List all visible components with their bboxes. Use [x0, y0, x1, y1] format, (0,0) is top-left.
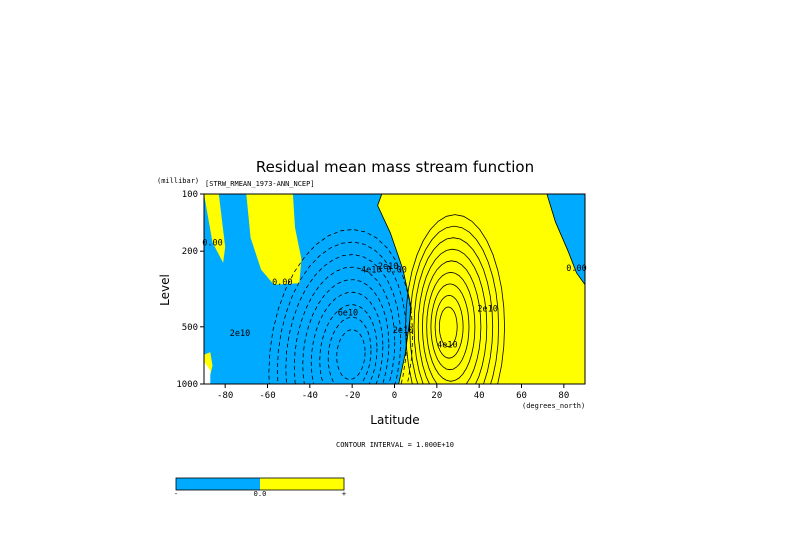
positive-contour-line	[426, 271, 476, 382]
negative-contour-line	[336, 329, 366, 380]
y-tick-label: 500	[182, 323, 198, 333]
contour-label: 2e10	[230, 329, 250, 339]
chart-subtitle: [STRW_RMEAN_1973-ANN_NCEP]	[205, 180, 315, 188]
negative-contour-line	[268, 229, 414, 384]
positive-contour-line	[421, 260, 482, 384]
missing-data-region	[204, 361, 211, 384]
colorbar-segment	[260, 478, 344, 490]
positive-contour-line	[413, 237, 494, 384]
contour-interval: CONTOUR INTERVAL = 1.000E+10	[336, 441, 454, 449]
x-tick-label: 40	[474, 391, 485, 401]
x-tick-label: -60	[259, 391, 275, 401]
chart-title: Residual mean mass stream function	[256, 158, 534, 176]
y-units: (millibar)	[157, 177, 199, 185]
negative-contour-line	[327, 316, 372, 384]
x-axis-label: Latitude	[370, 413, 419, 427]
positive-contour-line	[405, 214, 506, 384]
positive-contour-line	[417, 248, 488, 384]
positive-contour-line	[438, 306, 458, 348]
y-tick-label: 1000	[176, 380, 198, 390]
colorbar-tick-label: -	[174, 490, 178, 498]
x-tick-label: -80	[217, 391, 233, 401]
positive-region	[377, 194, 585, 384]
x-units: (degrees_north)	[522, 402, 585, 410]
colorbar-tick-label: 0.0	[254, 490, 267, 498]
contour-label: 6e10	[338, 308, 358, 318]
colorbar-segment	[176, 478, 260, 490]
contour-label: 0.00	[202, 239, 222, 249]
contour-label: 0.00	[386, 266, 406, 276]
positive-contour-line	[430, 283, 470, 371]
contour-label: 2e10	[378, 262, 398, 272]
contour-label: 2e10	[477, 304, 497, 314]
zero-contour-line	[377, 194, 585, 384]
x-tick-label: 60	[516, 391, 527, 401]
negative-contour-line	[302, 279, 390, 384]
contour-label: 4e10	[361, 266, 381, 276]
y-axis-label: Level	[158, 274, 172, 306]
x-tick-label: 0	[392, 391, 397, 401]
positive-contour-line	[409, 225, 500, 384]
x-tick-label: 20	[431, 391, 442, 401]
contour-label: 4e10	[437, 341, 457, 351]
x-tick-label: -40	[302, 391, 318, 401]
negative-contour-line	[310, 291, 384, 384]
negative-contour-line	[276, 241, 408, 384]
colorbar-frame	[175, 477, 345, 491]
contour-label: 0.00	[566, 264, 586, 274]
colorbar: - 0.0 +	[174, 477, 346, 498]
negative-contour-line	[285, 254, 402, 384]
contour-label: 2e10	[393, 326, 413, 336]
x-tick-label: -20	[344, 391, 360, 401]
positive-region	[204, 194, 226, 263]
x-tick-label: 80	[558, 391, 569, 401]
plot-area	[204, 194, 585, 384]
positive-contour-line	[434, 294, 464, 359]
y-tick-label: 200	[182, 247, 198, 257]
negative-contour-line	[293, 266, 396, 384]
positive-region	[246, 194, 302, 285]
contour-label: 0.00	[272, 278, 292, 288]
y-tick-label: 100	[182, 190, 198, 200]
colorbar-tick-label: +	[342, 490, 346, 498]
